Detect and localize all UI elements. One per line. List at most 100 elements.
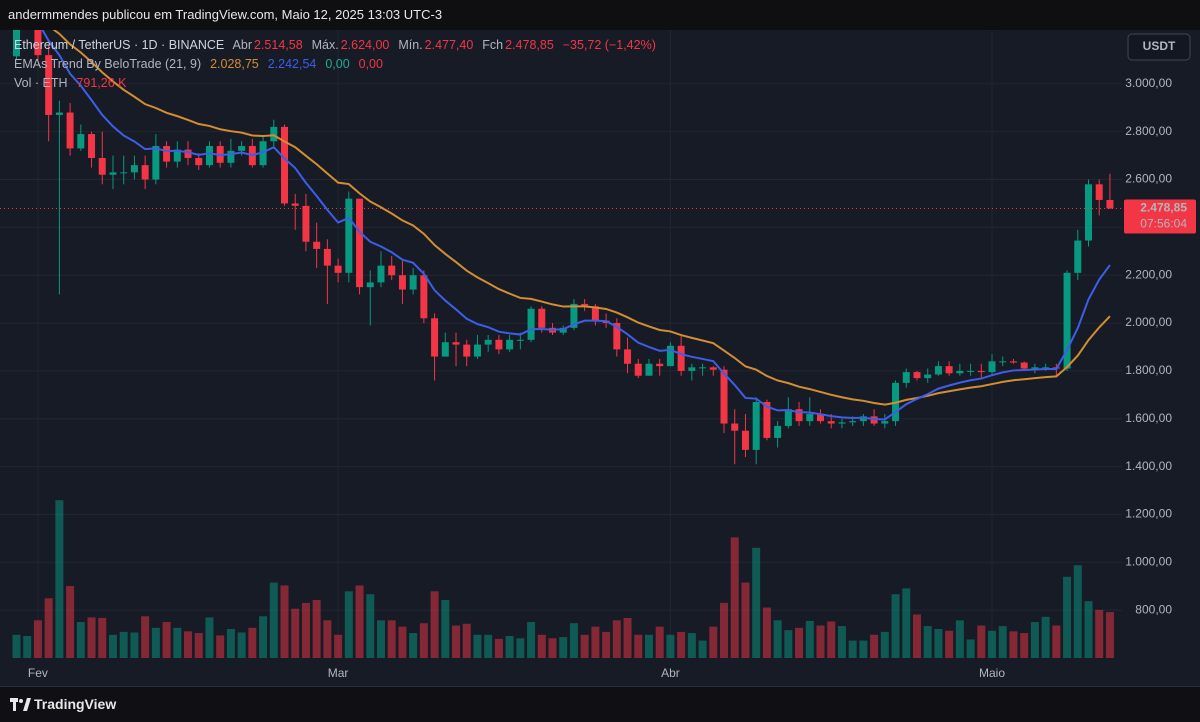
last-price-label: 2.478,85 (1140, 201, 1187, 215)
candle-body (356, 198, 364, 288)
volume-bar (1009, 631, 1018, 658)
candle-body (634, 363, 642, 376)
volume-bar (1073, 565, 1082, 658)
candle-body (999, 361, 1007, 363)
candle-body (334, 265, 342, 273)
volume-bar (902, 588, 911, 658)
candle-body (934, 366, 942, 375)
y-tick-label: 800,00 (1135, 602, 1172, 616)
candle-body (945, 366, 953, 374)
ohlc-value: 2.624,00 (340, 38, 390, 52)
volume-bar (1020, 633, 1029, 658)
volume-value: 791,26 K (76, 76, 127, 90)
volume-bar (194, 633, 203, 658)
volume-bar (741, 582, 750, 658)
y-tick-label: 3.000,00 (1125, 76, 1172, 90)
candle-body (570, 303, 578, 328)
volume-bar (634, 634, 643, 658)
ohlc-value: 2.514,58 (253, 38, 303, 52)
volume-bar (537, 634, 546, 658)
candle-body (924, 374, 932, 379)
candle-body (527, 308, 535, 340)
volume-label: Vol · ETH (14, 76, 68, 90)
candle-body (98, 157, 106, 175)
volume-bar (23, 635, 32, 658)
volume-bar (452, 625, 461, 658)
volume-bar (376, 620, 385, 658)
candle-body (45, 55, 53, 115)
volume-bar (248, 627, 257, 658)
ohlc-value: 2.477,40 (424, 38, 474, 52)
candle-body (784, 409, 792, 426)
y-tick-label: 2.200,00 (1125, 267, 1172, 281)
candle-body (377, 265, 385, 283)
candle-body (441, 342, 449, 357)
volume-bar (301, 602, 310, 658)
volume-bar (762, 607, 771, 658)
volume-bar (998, 626, 1007, 658)
volume-bar (98, 617, 107, 658)
volume-bar (752, 547, 761, 658)
volume-bar (1063, 576, 1072, 658)
volume-bar (784, 630, 793, 658)
volume-line: Vol · ETH 791,26 K (14, 76, 129, 90)
volume-bar (387, 620, 396, 658)
candle-body (902, 372, 910, 383)
volume-bar (945, 630, 954, 658)
volume-bar (591, 626, 600, 658)
brand: TradingView (34, 696, 117, 712)
candle-body (774, 425, 782, 438)
candle-body (495, 339, 503, 350)
volume-bar (141, 616, 150, 658)
candle-body (516, 339, 524, 341)
volume-bar (720, 602, 729, 658)
candle-body (431, 318, 439, 357)
volume-bar (108, 634, 117, 658)
legend-line: Ethereum / TetherUS · 1D · BINANCE Abr 2.… (14, 38, 658, 52)
x-tick-label: Maio (979, 666, 1005, 680)
indicator-value: 2.028,75 (210, 57, 259, 71)
volume-bar (473, 634, 482, 658)
candle-body (1009, 361, 1017, 363)
candle-body (709, 367, 717, 370)
candle-body (173, 149, 181, 162)
candle-body (538, 308, 546, 328)
volume-bar (355, 585, 364, 658)
change: −35,72 (−1,42%) (562, 38, 656, 52)
volume-bar (291, 608, 300, 658)
y-tick-label: 2.800,00 (1125, 124, 1172, 138)
axis: 800,00 1.000,00 1.200,00 1.400,00 1.600,00 1.… (28, 33, 1196, 680)
volume-bar (559, 637, 568, 658)
volume-bar (484, 634, 493, 658)
candle-body (227, 150, 235, 163)
volume-bar (548, 638, 557, 658)
volume-bar (269, 582, 278, 658)
ohlc-value: 2.478,85 (505, 38, 554, 52)
countdown: 07:56:04 (1140, 217, 1187, 231)
candle-body (238, 146, 246, 151)
volume-bar (666, 634, 675, 658)
indicator-value: 2.242,54 (267, 57, 317, 71)
candle-body (270, 126, 278, 142)
candle-body (152, 146, 160, 180)
volume-bar (516, 638, 525, 658)
volume-bar (612, 620, 621, 658)
candle-body (741, 430, 749, 450)
volume-bar (955, 620, 964, 658)
candle-body (88, 134, 96, 158)
ohlc-label: Mín. (398, 38, 423, 52)
candle-body (1063, 272, 1071, 369)
volume-bar (827, 621, 836, 658)
volume-bar (816, 625, 825, 658)
volume-bar (162, 622, 171, 658)
candle-body (849, 421, 857, 423)
candle-body (752, 402, 760, 450)
volume-bar (87, 617, 96, 658)
volume-bar (602, 631, 611, 658)
volume-bar (33, 620, 42, 658)
volume-bar (837, 626, 846, 658)
volume-bar (1084, 601, 1093, 658)
volume-bar (55, 500, 64, 658)
